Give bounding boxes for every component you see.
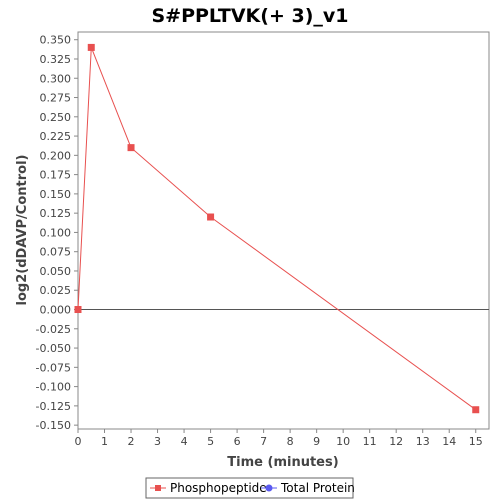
y-tick-label: 0.225: [40, 130, 72, 143]
data-point: [87, 43, 95, 51]
x-tick-label: 14: [442, 435, 456, 448]
x-tick-label: 11: [363, 435, 377, 448]
x-tick-label: 7: [260, 435, 267, 448]
y-tick-label: -0.125: [36, 400, 71, 413]
chart-title: S#PPLTVK(+ 3)_v1: [151, 5, 348, 27]
y-tick-label: -0.025: [36, 323, 71, 336]
x-tick-label: 3: [154, 435, 161, 448]
y-tick-label: 0.150: [40, 188, 72, 201]
x-tick-label: 6: [234, 435, 241, 448]
y-tick-label: 0.350: [40, 34, 72, 47]
y-tick-label: -0.150: [36, 419, 71, 432]
legend: Phosphopeptide Total Protein: [145, 477, 355, 499]
legend-marker-phosphopeptide: [155, 485, 161, 491]
x-tick-label: 0: [75, 435, 82, 448]
y-tick-label: 0.275: [40, 92, 72, 105]
y-tick-label: 0.125: [40, 207, 72, 220]
x-tick-label: 9: [313, 435, 320, 448]
y-tick-label: 0.000: [40, 304, 72, 317]
data-point: [127, 144, 135, 152]
x-tick-label: 15: [469, 435, 483, 448]
data-point: [472, 406, 480, 414]
y-axis-label: log2(dDAVP/Control): [15, 155, 30, 306]
y-tick-label: 0.100: [40, 226, 72, 239]
legend-marker-total-protein: [265, 484, 273, 492]
y-tick-label: 0.025: [40, 284, 72, 297]
legend-item-total-protein: Total Protein: [261, 481, 355, 495]
plot-area: [77, 31, 490, 430]
y-tick-label: 0.075: [40, 246, 72, 259]
x-tick-label: 2: [128, 435, 135, 448]
y-tick-label: 0.050: [40, 265, 72, 278]
x-tick-label: 10: [336, 435, 350, 448]
y-tick-label: -0.100: [36, 381, 71, 394]
data-point: [74, 306, 82, 314]
y-tick-label: 0.300: [40, 72, 72, 85]
legend-label-total-protein: Total Protein: [280, 481, 355, 495]
x-tick-label: 8: [287, 435, 294, 448]
x-axis-label: Time (minutes): [227, 455, 338, 470]
x-tick-label: 12: [389, 435, 403, 448]
y-tick-label: 0.200: [40, 149, 72, 162]
y-tick-label: 0.250: [40, 111, 72, 124]
x-tick-label: 1: [101, 435, 108, 448]
y-tick-label: 0.175: [40, 169, 72, 182]
y-tick-label: -0.050: [36, 342, 71, 355]
legend-label-phosphopeptide: Phosphopeptide: [170, 481, 267, 495]
legend-item-phosphopeptide: Phosphopeptide: [150, 481, 267, 495]
y-tick-label: 0.325: [40, 53, 72, 66]
legend-box: [145, 477, 354, 499]
x-tick-label: 4: [181, 435, 188, 448]
x-tick-label: 5: [207, 435, 214, 448]
y-tick-label: -0.075: [36, 361, 71, 374]
data-point: [207, 213, 215, 221]
x-tick-label: 13: [416, 435, 430, 448]
